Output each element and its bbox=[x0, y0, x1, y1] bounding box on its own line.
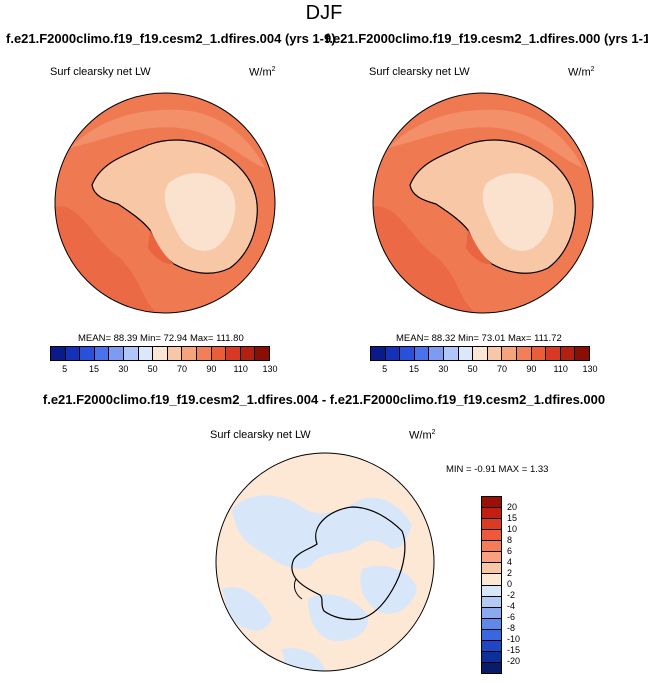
colorbar-tick-label: 15 bbox=[88, 364, 100, 374]
diff-units-label: W/m2 bbox=[409, 429, 436, 442]
right-variable-label: Surf clearsky net LW bbox=[369, 66, 470, 78]
colorbar-swatch bbox=[482, 585, 501, 597]
colorbar-tick-label: 5 bbox=[382, 364, 388, 374]
colorbar-swatch bbox=[153, 347, 168, 360]
colorbar-swatch bbox=[80, 347, 95, 360]
right-colorbar: 5 15 30 50 70 90 110 130 bbox=[370, 346, 598, 375]
colorbar-swatch bbox=[482, 651, 501, 663]
colorbar-swatch bbox=[65, 347, 81, 360]
left-colorbar: 5 15 30 50 70 90 110 130 bbox=[50, 346, 278, 375]
colorbar-swatch bbox=[560, 347, 576, 360]
colorbar-swatch bbox=[482, 618, 501, 630]
colorbar-tick-label: -6 bbox=[507, 612, 516, 622]
right-polar-map bbox=[372, 92, 594, 314]
colorbar-swatch bbox=[482, 563, 501, 575]
colorbar-swatch bbox=[482, 497, 501, 509]
colorbar-tick-label: 5 bbox=[62, 364, 68, 374]
colorbar-tick-label: 20 bbox=[507, 502, 518, 512]
colorbar-tick-label: -20 bbox=[507, 656, 521, 666]
colorbar-tick-label: 10 bbox=[507, 524, 518, 534]
colorbar-swatch bbox=[482, 629, 501, 641]
diff-variable-label: Surf clearsky net LW bbox=[210, 429, 311, 441]
diff-stats: MIN = -0.91 MAX = 1.33 bbox=[446, 464, 549, 475]
colorbar-swatch bbox=[482, 596, 501, 608]
diff-title: f.e21.F2000climo.f19_f19.cesm2_1.dfires.… bbox=[42, 392, 606, 407]
colorbar-swatch bbox=[482, 607, 501, 619]
colorbar-tick-label: 0 bbox=[507, 579, 513, 589]
colorbar-swatch bbox=[414, 347, 430, 360]
colorbar-swatch bbox=[531, 347, 547, 360]
colorbar-swatch bbox=[94, 347, 110, 360]
left-stats: MEAN= 88.39 Min= 72.94 Max= 111.80 bbox=[78, 333, 244, 344]
colorbar-swatch bbox=[482, 530, 501, 542]
colorbar-tick-label: 30 bbox=[118, 364, 129, 374]
colorbar-tick-label: -8 bbox=[507, 623, 516, 633]
colorbar-swatch bbox=[473, 347, 488, 360]
colorbar-swatch bbox=[575, 347, 589, 360]
colorbar-swatch bbox=[482, 541, 501, 553]
right-stats: MEAN= 88.32 Min= 73.01 Max= 111.72 bbox=[396, 333, 562, 344]
colorbar-tick-label: 30 bbox=[438, 364, 449, 374]
colorbar-tick-label: 90 bbox=[206, 364, 217, 374]
colorbar-swatch bbox=[458, 347, 474, 360]
colorbar-swatch bbox=[385, 347, 401, 360]
colorbar-swatch bbox=[182, 347, 197, 360]
colorbar-tick-label: 130 bbox=[262, 364, 278, 374]
colorbar-swatch bbox=[51, 347, 66, 360]
colorbar-tick-label: 15 bbox=[408, 364, 420, 374]
colorbar-swatch bbox=[482, 640, 501, 652]
colorbar-swatch bbox=[400, 347, 415, 360]
colorbar-swatch bbox=[211, 347, 227, 360]
colorbar-swatch bbox=[226, 347, 241, 360]
page-title: DJF bbox=[305, 2, 343, 24]
right-units-label: W/m2 bbox=[568, 66, 595, 79]
colorbar-swatch bbox=[196, 347, 212, 360]
colorbar-tick-label: 6 bbox=[507, 546, 513, 556]
colorbar-tick-label: 50 bbox=[147, 364, 158, 374]
colorbar-swatch bbox=[167, 347, 183, 360]
right-run-title: f.e21.F2000climo.f19_f19.cesm2_1.dfires.… bbox=[325, 31, 648, 46]
colorbar-swatch bbox=[482, 552, 501, 564]
colorbar-tick-label: 110 bbox=[233, 364, 248, 374]
colorbar-tick-label: 110 bbox=[553, 364, 568, 374]
colorbar-swatch bbox=[255, 347, 269, 360]
colorbar-tick-label: 70 bbox=[496, 364, 508, 374]
colorbar-tick-label: -10 bbox=[507, 634, 521, 644]
colorbar-swatch bbox=[138, 347, 154, 360]
colorbar-tick-label: 130 bbox=[582, 364, 598, 374]
colorbar-swatch bbox=[482, 519, 501, 531]
diff-polar-map bbox=[215, 452, 435, 672]
colorbar-tick-label: 70 bbox=[176, 364, 188, 374]
colorbar-tick-label: 2 bbox=[507, 568, 513, 578]
colorbar-tick-label: 15 bbox=[507, 513, 518, 523]
colorbar-tick-label: 90 bbox=[526, 364, 537, 374]
colorbar-swatch bbox=[482, 508, 501, 520]
colorbar-swatch bbox=[487, 347, 503, 360]
left-variable-label: Surf clearsky net LW bbox=[50, 66, 151, 78]
left-run-title: f.e21.F2000climo.f19_f19.cesm2_1.dfires.… bbox=[6, 31, 336, 46]
colorbar-swatch bbox=[482, 574, 501, 586]
colorbar-swatch bbox=[482, 662, 501, 673]
colorbar-swatch bbox=[502, 347, 517, 360]
left-units-label: W/m2 bbox=[249, 66, 276, 79]
colorbar-tick-label: 4 bbox=[507, 557, 513, 567]
colorbar-swatch bbox=[443, 347, 459, 360]
colorbar-swatch bbox=[371, 347, 386, 360]
colorbar-swatch bbox=[109, 347, 124, 360]
colorbar-swatch bbox=[516, 347, 532, 360]
colorbar-swatch bbox=[546, 347, 561, 360]
colorbar-tick-label: -15 bbox=[507, 645, 521, 655]
colorbar-tick-label: 50 bbox=[467, 364, 478, 374]
colorbar-swatch bbox=[429, 347, 444, 360]
diff-colorbar: 20 15 10 8 6 4 2 0 -2 -4 -6 -8 -10 -15 -20 bbox=[481, 496, 520, 674]
colorbar-tick-label: -4 bbox=[507, 601, 516, 611]
colorbar-tick-label: -2 bbox=[507, 590, 516, 600]
colorbar-tick-label: 8 bbox=[507, 535, 513, 545]
colorbar-swatch bbox=[240, 347, 256, 360]
colorbar-swatch bbox=[123, 347, 139, 360]
left-polar-map bbox=[54, 92, 276, 314]
